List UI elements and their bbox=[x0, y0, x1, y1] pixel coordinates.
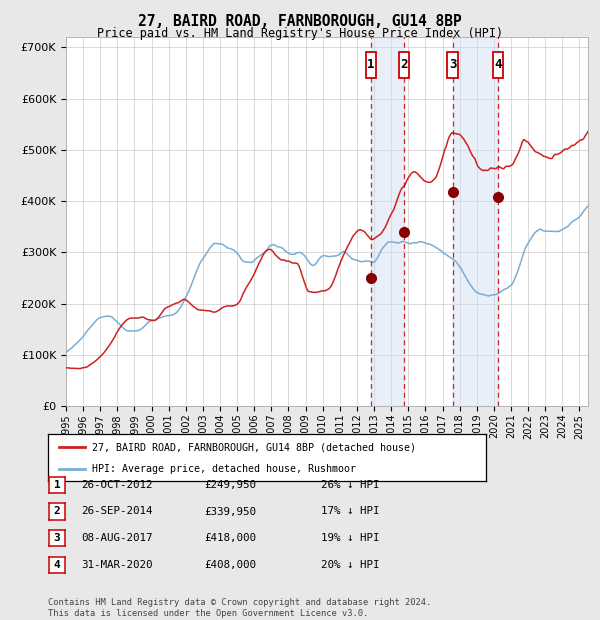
FancyBboxPatch shape bbox=[398, 51, 409, 78]
Text: 4: 4 bbox=[53, 560, 61, 570]
Text: 17% ↓ HPI: 17% ↓ HPI bbox=[321, 507, 380, 516]
Text: Contains HM Land Registry data © Crown copyright and database right 2024.
This d: Contains HM Land Registry data © Crown c… bbox=[48, 598, 431, 618]
Text: 1: 1 bbox=[367, 58, 375, 71]
Text: 08-AUG-2017: 08-AUG-2017 bbox=[81, 533, 152, 543]
Text: 26-SEP-2014: 26-SEP-2014 bbox=[81, 507, 152, 516]
Text: 19% ↓ HPI: 19% ↓ HPI bbox=[321, 533, 380, 543]
Bar bbox=[371, 37, 404, 406]
Text: £339,950: £339,950 bbox=[204, 507, 256, 516]
Bar bbox=[452, 37, 498, 406]
Text: 26-OCT-2012: 26-OCT-2012 bbox=[81, 480, 152, 490]
Text: 4: 4 bbox=[494, 58, 502, 71]
FancyBboxPatch shape bbox=[366, 51, 376, 78]
Text: HPI: Average price, detached house, Rushmoor: HPI: Average price, detached house, Rush… bbox=[92, 464, 356, 474]
Text: 2: 2 bbox=[53, 507, 61, 516]
Text: 27, BAIRD ROAD, FARNBOROUGH, GU14 8BP: 27, BAIRD ROAD, FARNBOROUGH, GU14 8BP bbox=[138, 14, 462, 29]
FancyBboxPatch shape bbox=[448, 51, 458, 78]
Text: 26% ↓ HPI: 26% ↓ HPI bbox=[321, 480, 380, 490]
Text: Price paid vs. HM Land Registry's House Price Index (HPI): Price paid vs. HM Land Registry's House … bbox=[97, 27, 503, 40]
FancyBboxPatch shape bbox=[493, 51, 503, 78]
Text: 2: 2 bbox=[400, 58, 407, 71]
Text: £249,950: £249,950 bbox=[204, 480, 256, 490]
Text: £408,000: £408,000 bbox=[204, 560, 256, 570]
Text: 1: 1 bbox=[53, 480, 61, 490]
Text: 3: 3 bbox=[449, 58, 457, 71]
Text: £418,000: £418,000 bbox=[204, 533, 256, 543]
Text: 3: 3 bbox=[53, 533, 61, 543]
Text: 20% ↓ HPI: 20% ↓ HPI bbox=[321, 560, 380, 570]
Text: 31-MAR-2020: 31-MAR-2020 bbox=[81, 560, 152, 570]
Text: 27, BAIRD ROAD, FARNBOROUGH, GU14 8BP (detached house): 27, BAIRD ROAD, FARNBOROUGH, GU14 8BP (d… bbox=[92, 442, 416, 452]
